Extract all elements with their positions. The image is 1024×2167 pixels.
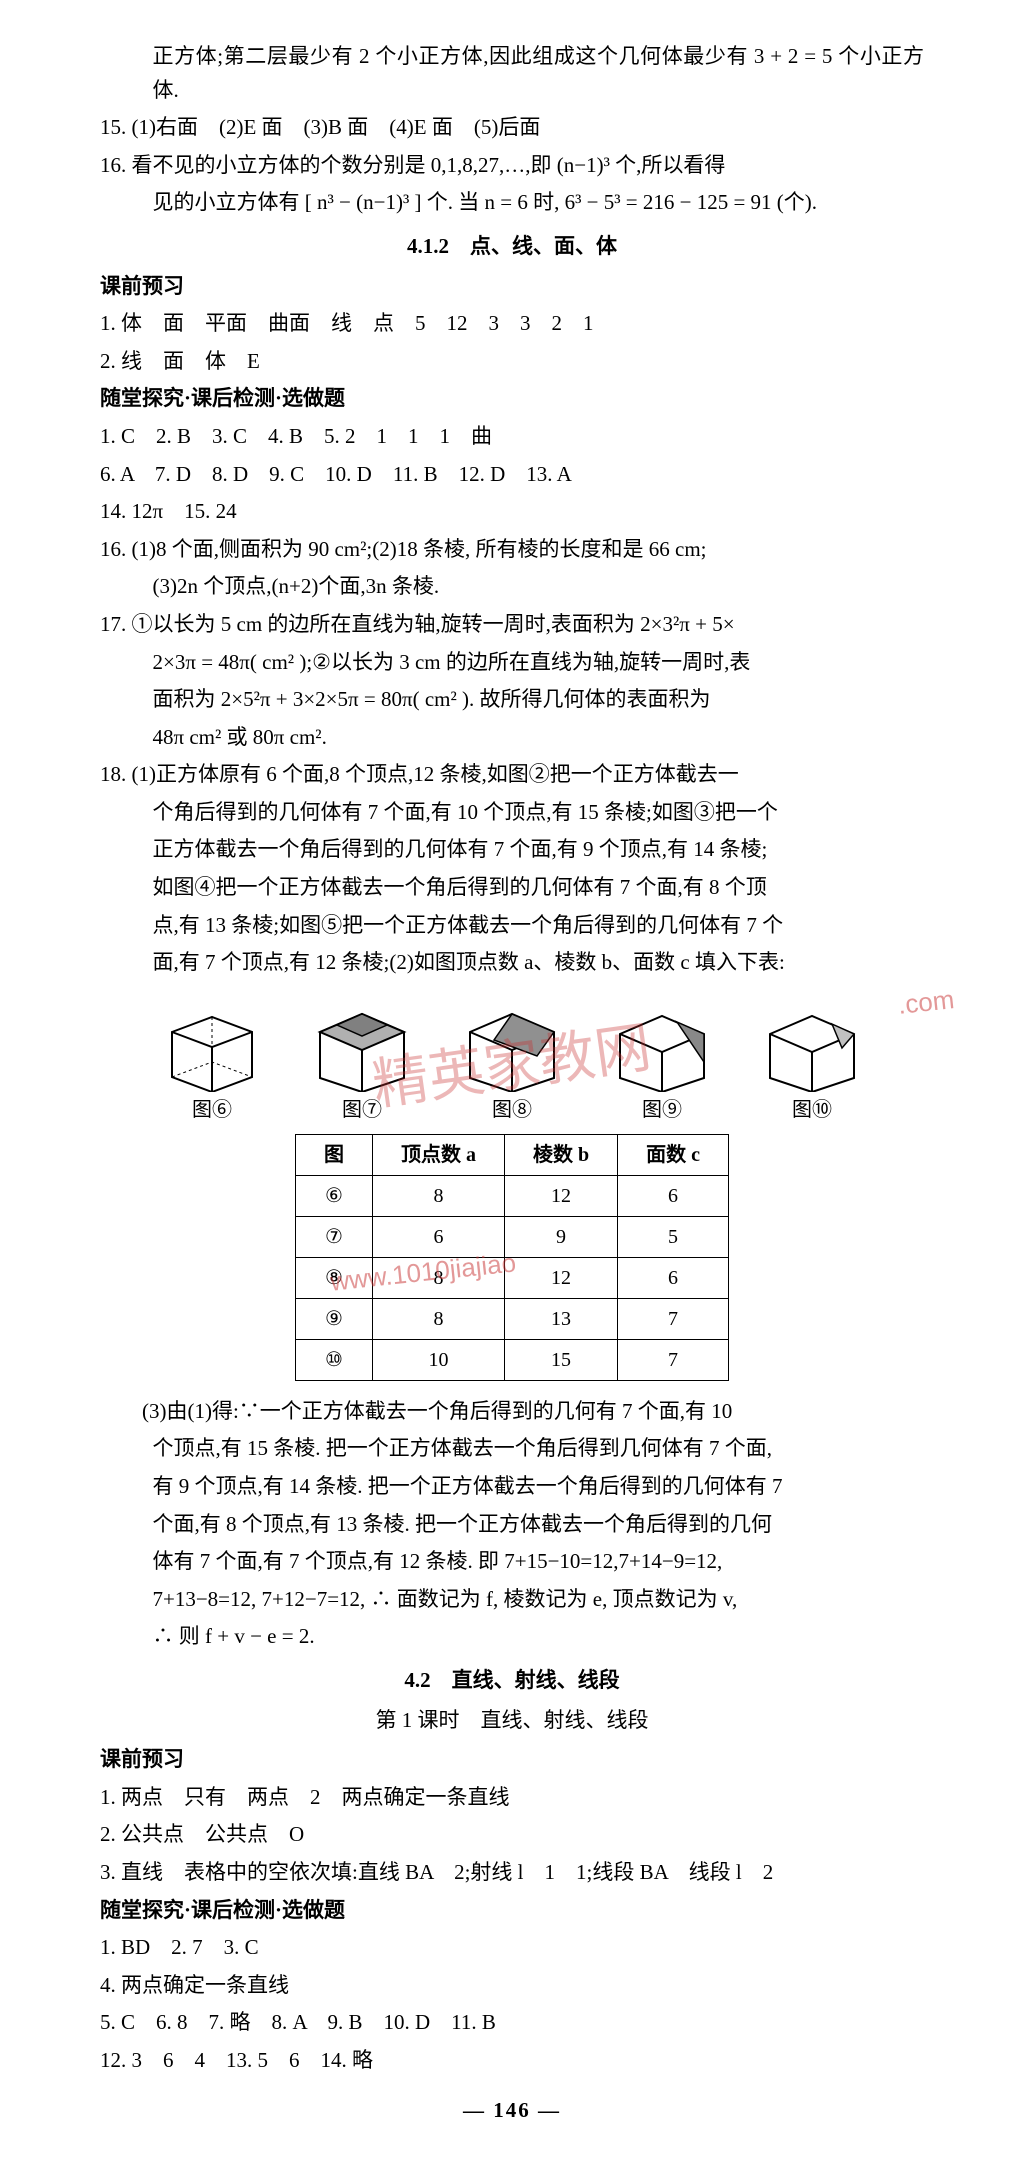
table-cell: ⑥ xyxy=(295,1175,372,1216)
figures-row: 图⑥ 图⑦ 图⑧ xyxy=(100,992,924,1126)
answer-text: 6. A 7. D 8. D 9. C 10. D 11. B 12. D 13… xyxy=(100,458,924,492)
answer-text: 点,有 13 条棱;如图⑤把一个正方体截去一个角后得到的几何体有 7 个 xyxy=(100,909,924,943)
table-row: ⑩ 10 15 7 xyxy=(295,1339,728,1380)
table-cell: 15 xyxy=(504,1339,617,1380)
answer-text: 面,有 7 个顶点,有 12 条棱;(2)如图顶点数 a、棱数 b、面数 c 填… xyxy=(100,946,924,980)
cut-cube-icon xyxy=(602,992,722,1092)
table-cell: 10 xyxy=(372,1339,504,1380)
answer-text: 有 9 个顶点,有 14 条棱. 把一个正方体截去一个角后得到的几何体有 7 xyxy=(100,1470,924,1504)
answer-text: 正方体;第二层最少有 2 个小正方体,因此组成这个几何体最少有 3 + 2 = … xyxy=(100,40,924,107)
section-title: 4.2 直线、射线、线段 xyxy=(100,1664,924,1698)
answer-text: 见的小立方体有 [ n³ − (n−1)³ ] 个. 当 n = 6 时, 6³… xyxy=(100,186,924,220)
subsection-label: 随堂探究·课后检测·选做题 xyxy=(100,382,924,416)
table-cell: 6 xyxy=(618,1257,729,1298)
table-header: 棱数 b xyxy=(504,1134,617,1175)
answer-text: 14. 12π 15. 24 xyxy=(100,495,924,529)
table-cell: 8 xyxy=(372,1175,504,1216)
page-number: — 146 — xyxy=(100,2094,924,2128)
table-cell: 6 xyxy=(618,1175,729,1216)
figure-label: 图⑧ xyxy=(492,1094,532,1126)
subsection-title: 第 1 课时 直线、射线、线段 xyxy=(100,1704,924,1738)
answer-text: 2×3π = 48π( cm² );②以长为 3 cm 的边所在直线为轴,旋转一… xyxy=(100,646,924,680)
answer-text: 16. (1)8 个面,侧面积为 90 cm²;(2)18 条棱, 所有棱的长度… xyxy=(100,533,924,567)
answer-text: 18. (1)正方体原有 6 个面,8 个顶点,12 条棱,如图②把一个正方体截… xyxy=(100,758,924,792)
answer-text: 17. ①以长为 5 cm 的边所在直线为轴,旋转一周时,表面积为 2×3²π … xyxy=(100,608,924,642)
figure-label: 图⑨ xyxy=(642,1094,682,1126)
answer-text: 个角后得到的几何体有 7 个面,有 10 个顶点,有 15 条棱;如图③把一个 xyxy=(100,796,924,830)
table-cell: 5 xyxy=(618,1216,729,1257)
table-header: 顶点数 a xyxy=(372,1134,504,1175)
table-header: 面数 c xyxy=(618,1134,729,1175)
figure-label: 图⑥ xyxy=(192,1094,232,1126)
answer-text: 5. C 6. 8 7. 略 8. A 9. B 10. D 11. B xyxy=(100,2006,924,2040)
table-header-row: 图 顶点数 a 棱数 b 面数 c xyxy=(295,1134,728,1175)
table-cell: ⑦ xyxy=(295,1216,372,1257)
table-cell: ⑨ xyxy=(295,1298,372,1339)
table-cell: 13 xyxy=(504,1298,617,1339)
table-cell: 7 xyxy=(618,1298,729,1339)
answer-text: 正方体截去一个角后得到的几何体有 7 个面,有 9 个顶点,有 14 条棱; xyxy=(100,833,924,867)
table-header: 图 xyxy=(295,1134,372,1175)
answer-text: 个面,有 8 个顶点,有 13 条棱. 把一个正方体截去一个角后得到的几何 xyxy=(100,1508,924,1542)
table-cell: 12 xyxy=(504,1257,617,1298)
cut-cube-icon xyxy=(302,992,422,1092)
answer-text: 面积为 2×5²π + 3×2×5π = 80π( cm² ). 故所得几何体的… xyxy=(100,683,924,717)
watermark-url: .com xyxy=(896,979,956,1026)
table-row: ⑨ 8 13 7 xyxy=(295,1298,728,1339)
cut-cube-icon xyxy=(452,992,572,1092)
subsection-label: 课前预习 xyxy=(100,1743,924,1777)
figure-6: 图⑥ xyxy=(152,992,272,1126)
answer-text: 如图④把一个正方体截去一个角后得到的几何体有 7 个面,有 8 个顶 xyxy=(100,871,924,905)
figure-9: 图⑨ xyxy=(602,992,722,1126)
answer-text: 1. C 2. B 3. C 4. B 5. 2 1 1 1 曲 xyxy=(100,420,924,454)
answer-text: (3)2n 个顶点,(n+2)个面,3n 条棱. xyxy=(100,570,924,604)
answer-text: 2. 线 面 体 E xyxy=(100,345,924,379)
answer-text: ∴ 则 f + v − e = 2. xyxy=(100,1620,924,1654)
figure-10: 图⑩ xyxy=(752,992,872,1126)
table-cell: 9 xyxy=(504,1216,617,1257)
answer-text: 3. 直线 表格中的空依次填:直线 BA 2;射线 l 1 1;线段 BA 线段… xyxy=(100,1856,924,1890)
cube-icon xyxy=(152,992,272,1092)
figure-7: 图⑦ xyxy=(302,992,422,1126)
table-cell: 7 xyxy=(618,1339,729,1380)
figure-8: 图⑧ xyxy=(452,992,572,1126)
answer-text: 体有 7 个面,有 7 个顶点,有 12 条棱. 即 7+15−10=12,7+… xyxy=(100,1545,924,1579)
answer-text: 1. 两点 只有 两点 2 两点确定一条直线 xyxy=(100,1781,924,1815)
figure-label: 图⑩ xyxy=(792,1094,832,1126)
cut-cube-icon xyxy=(752,992,872,1092)
answer-text: 1. 体 面 平面 曲面 线 点 5 12 3 3 2 1 xyxy=(100,307,924,341)
answer-text: 4. 两点确定一条直线 xyxy=(100,1969,924,2003)
subsection-label: 课前预习 xyxy=(100,270,924,304)
table-cell: 8 xyxy=(372,1298,504,1339)
table-cell: ⑩ xyxy=(295,1339,372,1380)
answer-text: 12. 3 6 4 13. 5 6 14. 略 xyxy=(100,2044,924,2078)
table-row: ⑥ 8 12 6 xyxy=(295,1175,728,1216)
table-cell: 12 xyxy=(504,1175,617,1216)
answer-text: 个顶点,有 15 条棱. 把一个正方体截去一个角后得到几何体有 7 个面, xyxy=(100,1432,924,1466)
answer-text: 2. 公共点 公共点 O xyxy=(100,1818,924,1852)
section-title: 4.1.2 点、线、面、体 xyxy=(100,230,924,264)
answer-text: 48π cm² 或 80π cm². xyxy=(100,721,924,755)
answer-text: 7+13−8=12, 7+12−7=12, ∴ 面数记为 f, 棱数记为 e, … xyxy=(100,1583,924,1617)
answer-text: 16. 看不见的小立方体的个数分别是 0,1,8,27,…,即 (n−1)³ 个… xyxy=(100,149,924,183)
answer-text: 1. BD 2. 7 3. C xyxy=(100,1931,924,1965)
subsection-label: 随堂探究·课后检测·选做题 xyxy=(100,1894,924,1928)
figure-label: 图⑦ xyxy=(342,1094,382,1126)
answer-text: (3)由(1)得:∵一个正方体截去一个角后得到的几何有 7 个面,有 10 xyxy=(100,1395,924,1429)
answer-text: 15. (1)右面 (2)E 面 (3)B 面 (4)E 面 (5)后面 xyxy=(100,111,924,145)
